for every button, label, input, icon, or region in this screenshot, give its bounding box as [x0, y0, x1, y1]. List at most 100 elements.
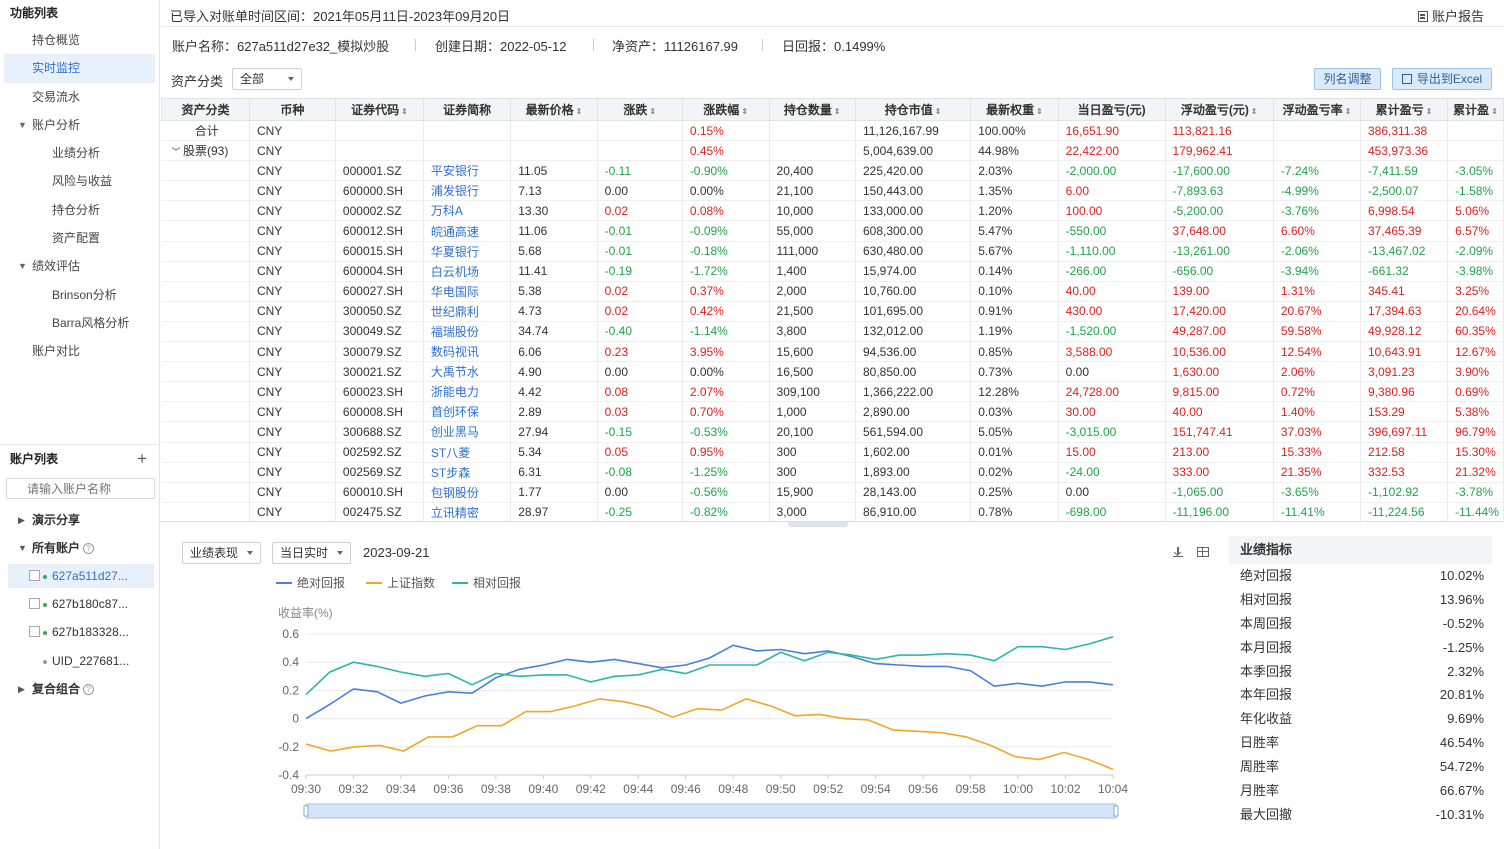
- export-excel-button[interactable]: 导出到Excel: [1392, 68, 1492, 90]
- account-item[interactable]: 627b180c87...: [0, 592, 159, 616]
- column-header[interactable]: 持仓市值 ⇕: [854, 98, 972, 121]
- account-search-input[interactable]: [6, 478, 155, 499]
- table-row[interactable]: CNY 002475.SZ 立讯精密 28.97 -0.25 -0.82% 3,000 86,…: [161, 502, 1504, 521]
- panel-resize-handle[interactable]: [788, 522, 848, 527]
- column-header[interactable]: 浮动盈亏率 ⇕: [1272, 98, 1362, 121]
- table-cell: 28,143.00: [855, 482, 972, 503]
- table-row[interactable]: CNY 000002.SZ 万科A 13.30 0.02 0.08% 10,000 133,0…: [161, 200, 1504, 222]
- sort-icon[interactable]: ⇕: [575, 107, 583, 116]
- table-cell: [597, 120, 683, 142]
- download-icon[interactable]: [1173, 547, 1183, 557]
- column-header[interactable]: 浮动盈亏(元) ⇕: [1164, 98, 1274, 121]
- column-adjust-button[interactable]: 列名调整: [1314, 68, 1381, 90]
- sort-icon[interactable]: ⇕: [1425, 107, 1433, 116]
- nav-account-compare[interactable]: 账户对比: [32, 344, 81, 359]
- account-item[interactable]: 627a511d27...: [8, 564, 154, 588]
- table-row[interactable]: CNY 002569.SZ ST步森 6.31 -0.08 -1.25% 300 1,893.…: [161, 462, 1504, 483]
- holdings-table: 资产分类 币种 证券代码 ⇕ 证券简称 最新价格 ⇕ 涨跌 ⇕ 涨跌幅 ⇕ 持仓数量 ⇕ 持仓市值 ⇕ 最新权…: [161, 98, 1504, 521]
- column-header[interactable]: 累计盈 ⇕: [1447, 98, 1504, 121]
- column-header[interactable]: 当日盈亏(元): [1057, 98, 1166, 121]
- column-header[interactable]: 累计盈亏 ⇕: [1359, 98, 1449, 121]
- tree-composite[interactable]: ▶ 复合组合?: [0, 677, 159, 701]
- nav-trade-flow[interactable]: 交易流水: [32, 89, 81, 104]
- table-row[interactable]: CNY 300050.SZ 世纪鼎利 4.73 0.02 0.42% 21,500 101,6…: [161, 301, 1504, 322]
- nav-risk-return[interactable]: 风险与收益: [52, 174, 113, 189]
- nav-performance-analysis[interactable]: 业绩分析: [52, 146, 101, 161]
- table-cell: 96.79%: [1447, 421, 1504, 443]
- table-cell: 2.03%: [970, 160, 1059, 182]
- sort-icon[interactable]: ⇕: [1036, 107, 1043, 116]
- column-header[interactable]: 持仓数量 ⇕: [768, 98, 856, 121]
- nav-realtime-monitor[interactable]: 实时监控: [4, 54, 155, 83]
- zoom-handle-left[interactable]: [303, 805, 309, 817]
- sort-icon[interactable]: ⇕: [1250, 107, 1258, 116]
- nav-account-analysis[interactable]: ▼ 账户分析: [0, 111, 159, 139]
- table-row[interactable]: CNY 600023.SH 浙能电力 4.42 0.08 2.07% 309,100 1,36…: [161, 381, 1504, 403]
- account-checkbox[interactable]: [29, 626, 40, 637]
- nav-asset-allocation[interactable]: 资产配置: [52, 231, 101, 246]
- table-row[interactable]: CNY 002592.SZ ST八菱 5.34 0.05 0.95% 300 1,602.00…: [161, 442, 1504, 463]
- sort-icon[interactable]: ⇕: [1491, 107, 1498, 116]
- metric-select[interactable]: 业绩表现: [182, 542, 261, 564]
- period-select[interactable]: 当日实时: [272, 542, 351, 564]
- table-group-row[interactable]: ﹀ 股票(93) CNY 0.45% 5,004,639.00 44.98% 22,422…: [161, 140, 1504, 162]
- account-checkbox[interactable]: [29, 570, 40, 581]
- collapse-icon[interactable]: ﹀: [171, 147, 184, 158]
- table-cell: 21.35%: [1273, 462, 1362, 483]
- sort-icon[interactable]: ⇕: [649, 107, 657, 116]
- table-row[interactable]: CNY 300079.SZ 数码视讯 6.06 0.23 3.95% 15,600 94,53…: [161, 341, 1504, 363]
- sort-icon[interactable]: ⇕: [401, 107, 408, 116]
- table-view-icon[interactable]: [1197, 547, 1209, 557]
- account-item[interactable]: 627b183328...: [0, 620, 159, 644]
- help-icon[interactable]: ?: [83, 684, 95, 696]
- table-cell: -0.09%: [682, 220, 770, 242]
- sort-icon[interactable]: ⇕: [934, 107, 942, 116]
- table-row[interactable]: CNY 600027.SH 华电国际 5.38 0.02 0.37% 2,000 10,760…: [161, 281, 1504, 302]
- account-item[interactable]: UID_227681...: [0, 649, 159, 673]
- column-header[interactable]: 证券代码 ⇕: [334, 98, 424, 121]
- sort-icon[interactable]: ⇕: [741, 107, 749, 116]
- sort-icon[interactable]: ⇕: [1344, 107, 1352, 116]
- tree-demo-share[interactable]: ▶ 演示分享: [0, 508, 159, 532]
- tree-all-accounts[interactable]: ▼ 所有账户?: [0, 536, 159, 560]
- help-icon[interactable]: ?: [83, 543, 95, 555]
- table-row[interactable]: CNY 600004.SH 白云机场 11.41 -0.19 -1.72% 1,400 15,…: [161, 261, 1504, 282]
- table-row[interactable]: CNY 300049.SZ 福瑞股份 34.74 -0.40 -1.14% 3,800 132…: [161, 321, 1504, 343]
- add-account-icon[interactable]: +: [137, 449, 147, 468]
- table-row[interactable]: CNY 300688.SZ 创业黑马 27.94 -0.15 -0.53% 20,100 56…: [161, 421, 1504, 443]
- column-header[interactable]: 证券简称: [422, 98, 512, 121]
- table-row[interactable]: CNY 600010.SH 包钢股份 1.77 0.00 -0.56% 15,900 28,1…: [161, 482, 1504, 503]
- asset-class-select[interactable]: 全部: [232, 68, 302, 90]
- column-header[interactable]: 币种: [248, 98, 336, 121]
- table-row[interactable]: CNY 600015.SH 华夏银行 5.68 -0.01 -0.18% 111,000 63…: [161, 241, 1504, 262]
- column-header[interactable]: 最新权重 ⇕: [970, 98, 1059, 121]
- account-checkbox[interactable]: [29, 598, 40, 609]
- table-cell: 396,697.11: [1360, 421, 1449, 443]
- table-row[interactable]: CNY 600012.SH 皖通高速 11.06 -0.01 -0.09% 55,000 60…: [161, 220, 1504, 242]
- table-cell: 225,420.00: [855, 160, 972, 182]
- table-row[interactable]: CNY 600008.SH 首创环保 2.89 0.03 0.70% 1,000 2,890.…: [161, 401, 1504, 423]
- column-header[interactable]: 资产分类: [161, 98, 250, 121]
- nav-brinson[interactable]: Brinson分析: [52, 287, 117, 302]
- holdings-table-container[interactable]: 资产分类 币种 证券代码 ⇕ 证券简称 最新价格 ⇕ 涨跌 ⇕ 涨跌幅 ⇕ 持仓数量 ⇕ 持仓市值 ⇕ 最新权…: [161, 98, 1504, 522]
- table-cell: 37,648.00: [1165, 220, 1274, 242]
- nav-performance-eval[interactable]: ▼ 绩效评估: [0, 252, 159, 280]
- nav-position-overview[interactable]: 持仓概览: [32, 33, 81, 47]
- table-row[interactable]: CNY 300021.SZ 大禹节水 4.90 0.00 0.00% 16,500 80,85…: [161, 361, 1504, 383]
- table-cell: 10,760.00: [855, 281, 972, 302]
- sort-icon[interactable]: ⇕: [833, 107, 841, 116]
- nav-barra[interactable]: Barra风格分析: [52, 315, 130, 330]
- table-cell: 1.77: [510, 482, 598, 503]
- account-report-button[interactable]: 账户报告: [1417, 6, 1484, 25]
- table-cell: [1273, 140, 1362, 162]
- table-cell: 37.03%: [1273, 421, 1362, 443]
- column-header[interactable]: 最新价格 ⇕: [510, 98, 598, 121]
- table-cell: 1.20%: [970, 200, 1059, 222]
- column-header[interactable]: 涨跌幅 ⇕: [681, 98, 770, 121]
- table-row[interactable]: CNY 600000.SH 浦发银行 7.13 0.00 0.00% 21,100 150,4…: [161, 180, 1504, 202]
- zoom-handle-right[interactable]: [1113, 805, 1119, 817]
- column-header[interactable]: 涨跌 ⇕: [596, 98, 683, 121]
- table-total-row[interactable]: 合计 CNY 0.15% 11,126,167.99 100.00% 16,651.90 1…: [161, 120, 1504, 142]
- nav-position-analysis[interactable]: 持仓分析: [52, 202, 101, 217]
- table-row[interactable]: CNY 000001.SZ 平安银行 11.05 -0.11 -0.90% 20,400 22…: [161, 160, 1504, 182]
